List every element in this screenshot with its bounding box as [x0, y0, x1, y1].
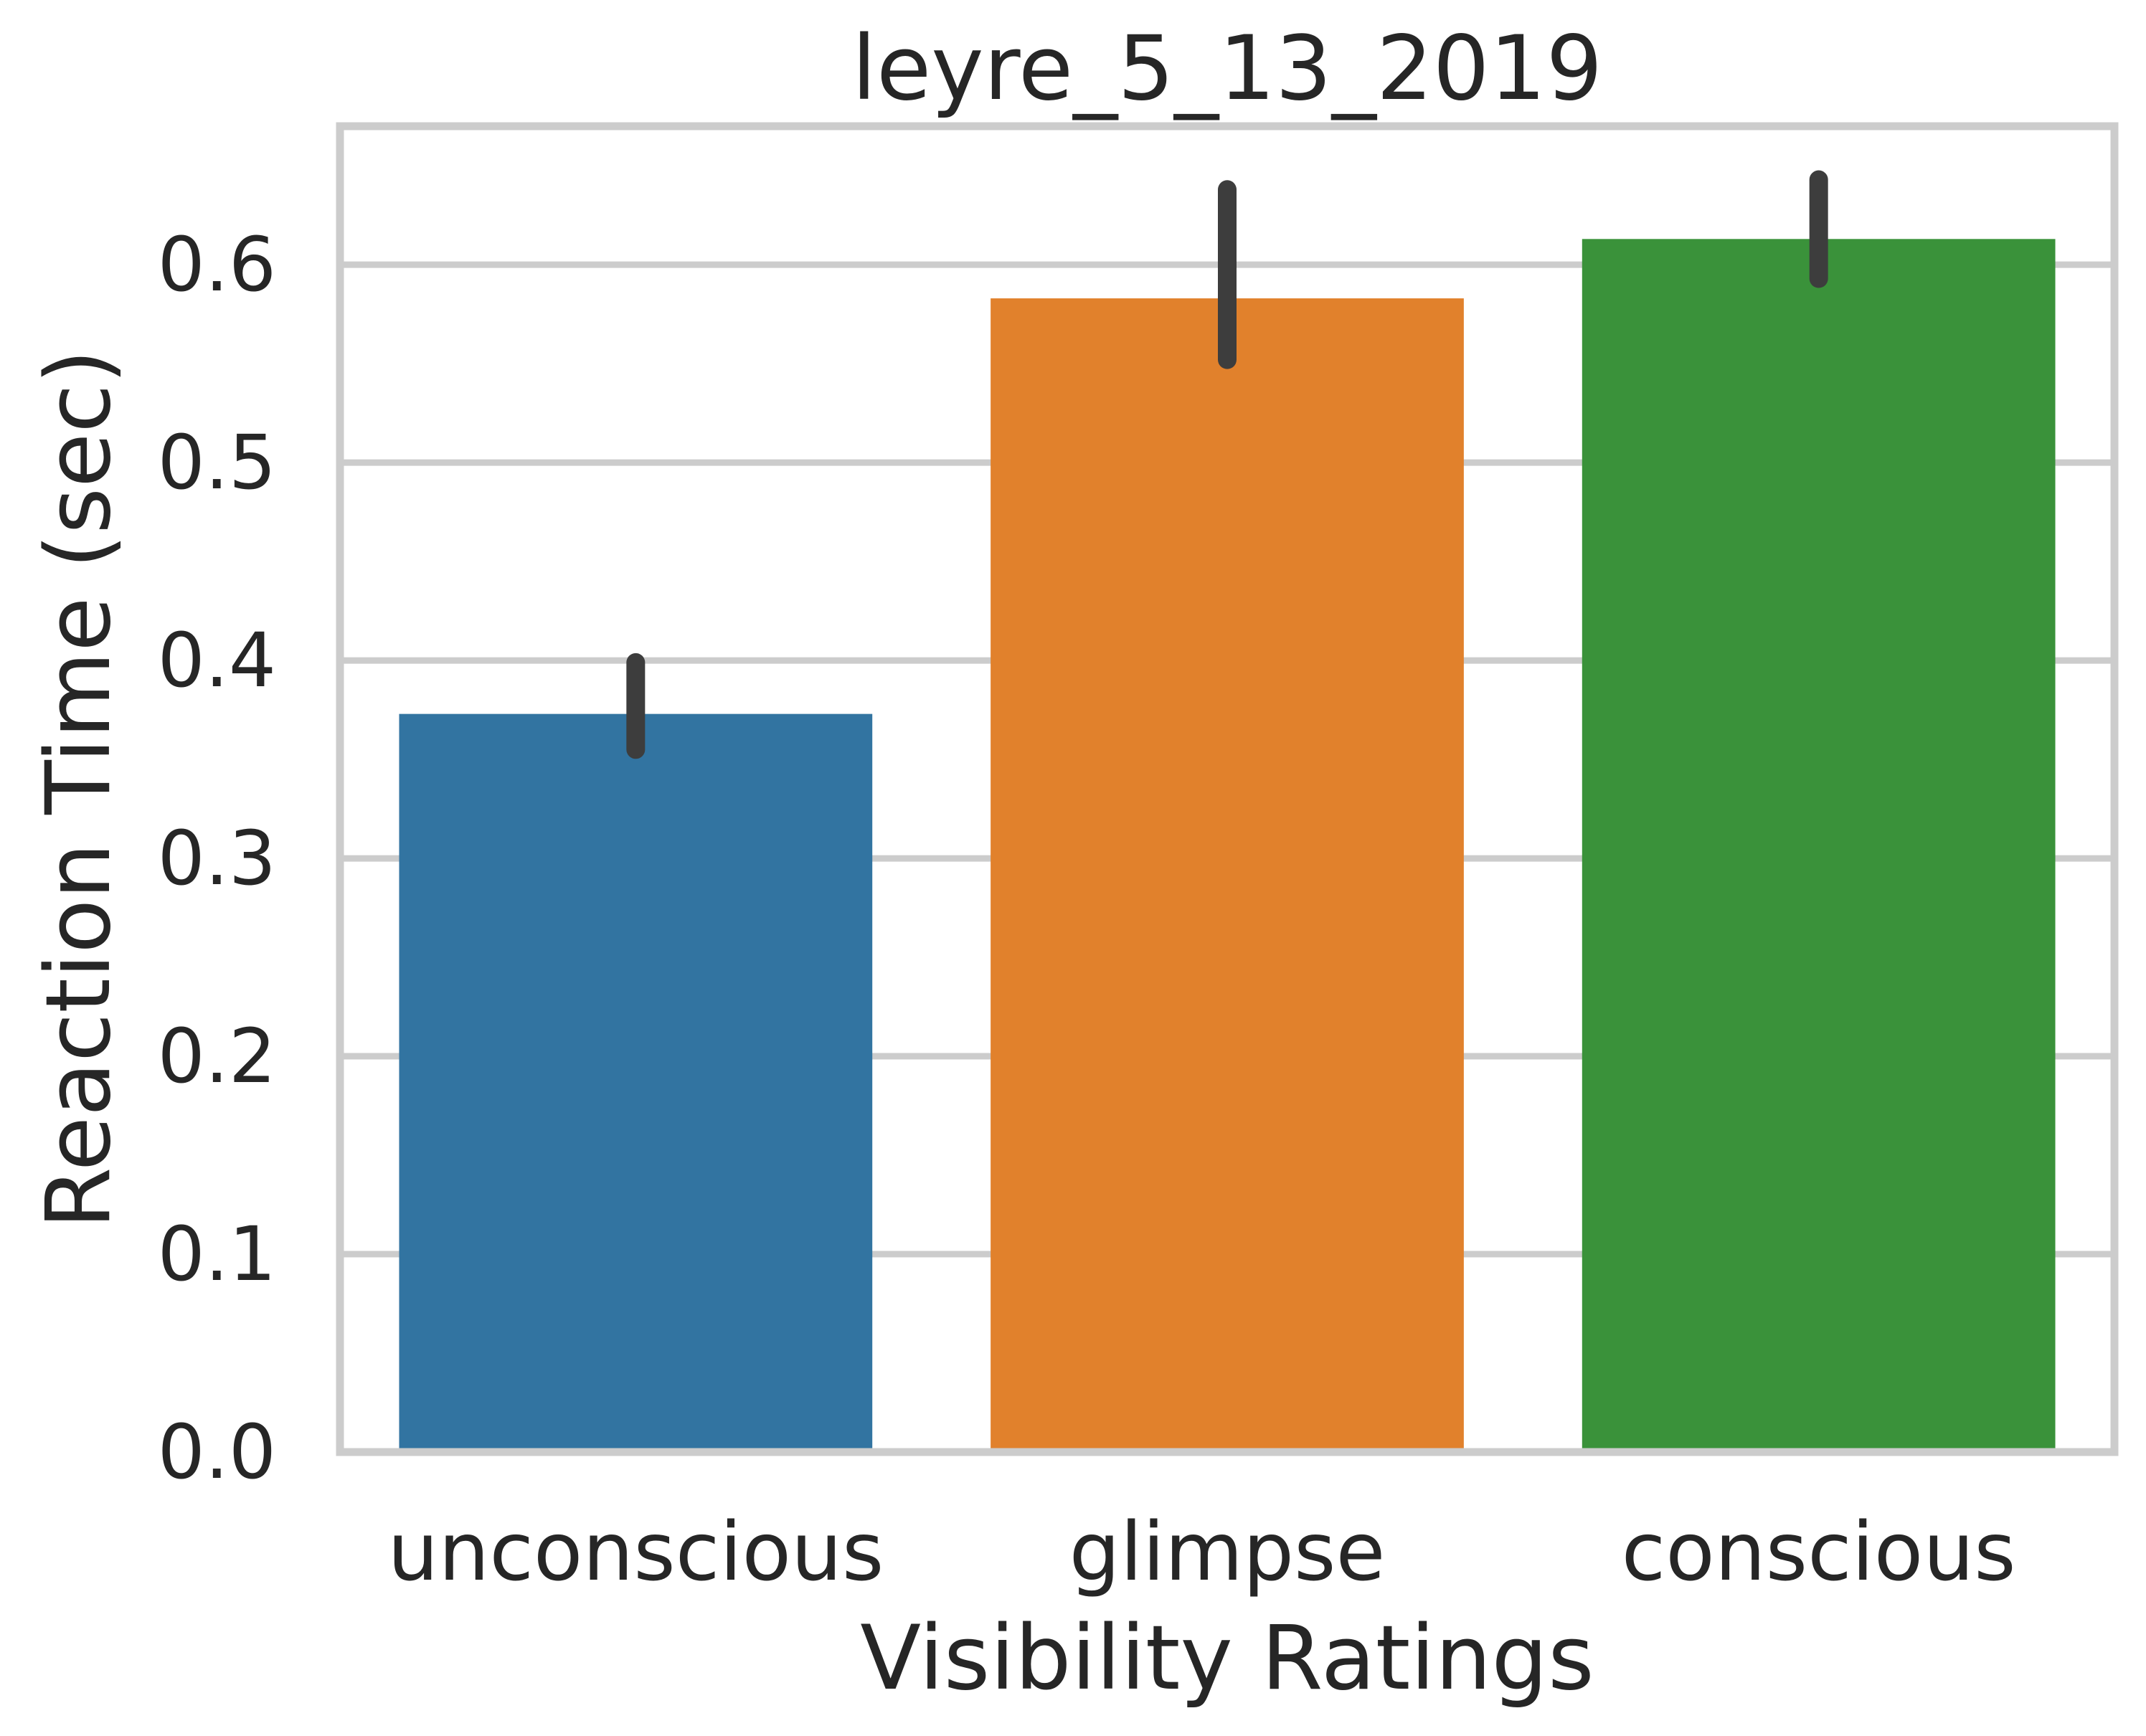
y-tick-label: 0.2	[158, 1012, 276, 1100]
x-tick-label: conscious	[1622, 1506, 2016, 1599]
y-tick-label: 0.6	[158, 221, 276, 308]
y-tick-label: 0.4	[158, 617, 276, 704]
x-tick-labels: unconscious glimpse conscious	[387, 1506, 2015, 1599]
plot-frame	[336, 122, 2119, 1456]
bar-conscious	[1582, 239, 2056, 1452]
error-bars	[626, 170, 1828, 759]
bars	[399, 239, 2056, 1453]
y-tick-label: 0.3	[158, 815, 276, 902]
chart-title: leyre_5_13_2019	[852, 17, 1603, 120]
y-tick-label: 0.1	[158, 1210, 276, 1298]
y-tick-labels: 0.0 0.1 0.2 0.3 0.4 0.5 0.6	[158, 221, 276, 1496]
x-axis-label: Visibility Ratings	[860, 1607, 1594, 1710]
y-tick-label: 0.5	[158, 419, 276, 506]
x-tick-label: unconscious	[387, 1506, 884, 1599]
bar-glimpse	[991, 298, 1464, 1453]
y-tick-label: 0.0	[158, 1408, 276, 1496]
y-axis-label: Reaction Time (sec)	[27, 349, 131, 1229]
x-tick-label: glimpse	[1069, 1506, 1386, 1599]
bar-unconscious	[399, 713, 873, 1452]
